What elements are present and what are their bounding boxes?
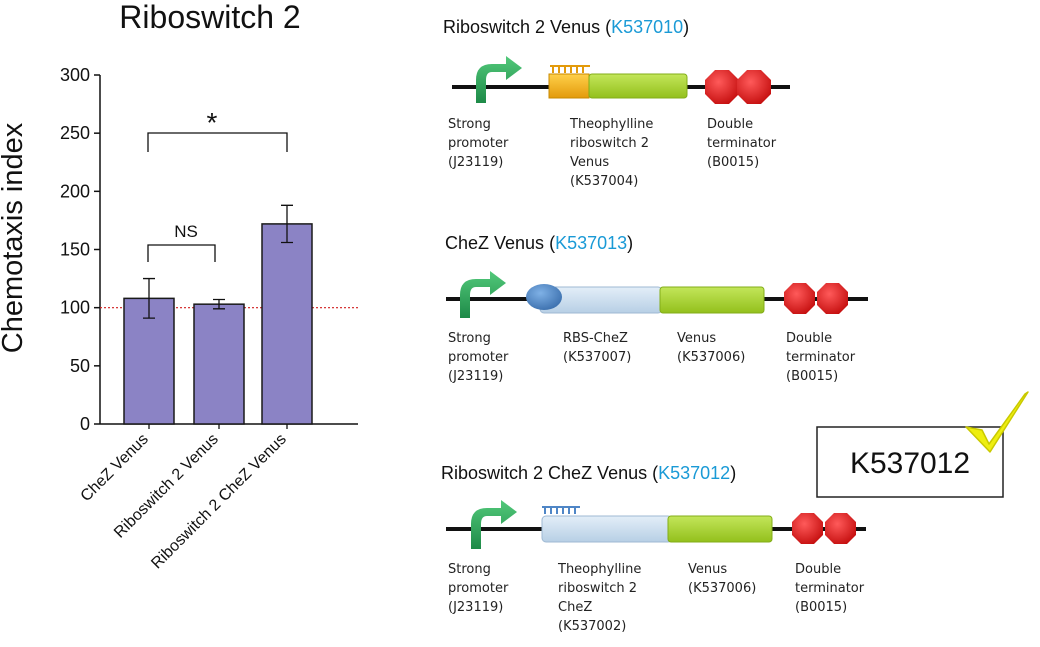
- venus-part: [659, 286, 765, 314]
- construct-riboswitch2-venus: Riboswitch 2 Venus (K537010) Strong prom…: [443, 17, 790, 189]
- riboswitch-comb-icon: [542, 506, 580, 514]
- part-label-promoter: Strong promoter (J23119): [448, 331, 512, 384]
- significance-star-label: *: [207, 107, 218, 138]
- y-tick-label: 50: [70, 356, 90, 376]
- callout-k537012: K537012: [816, 391, 1029, 498]
- promoter-arrow-icon: [460, 271, 506, 318]
- construct-chez-venus: CheZ Venus (K537013) Strong promoter (J2…: [445, 233, 868, 384]
- terminator-icon: [784, 283, 815, 314]
- part-label-venus: Venus (K537006): [688, 562, 756, 596]
- terminator-icon: [817, 283, 848, 314]
- y-tick-label: 150: [60, 240, 90, 260]
- promoter-arrow-icon: [476, 56, 522, 103]
- part-label-riboswitch-chez: Theophylline riboswitch 2 CheZ (K537002): [557, 562, 646, 634]
- part-label-terminator: Double terminator (B0015): [795, 562, 868, 615]
- callout-text: K537012: [850, 447, 970, 480]
- chez-part: [541, 515, 673, 543]
- part-label-venus: Venus (K537006): [677, 331, 745, 365]
- construct-title: Riboswitch 2 CheZ Venus (K537012): [441, 463, 736, 483]
- bar: [261, 223, 313, 425]
- chart-title: Riboswitch 2: [119, 0, 300, 35]
- venus-part: [588, 73, 688, 99]
- part-label-riboswitch-venus: Theophylline riboswitch 2 Venus (K537004…: [569, 117, 658, 189]
- part-label-terminator: Double terminator (B0015): [707, 117, 780, 170]
- callout-box: [816, 426, 1004, 498]
- riboswitch-part: [548, 73, 590, 99]
- y-axis-label: Chemotaxis index: [0, 122, 29, 353]
- bars: [123, 204, 313, 429]
- terminator-icon: [737, 70, 771, 104]
- significance-bracket-star: [147, 132, 288, 152]
- error-bar: [143, 277, 155, 319]
- y-tick-label: 250: [60, 123, 90, 143]
- x-tick-label: Riboswitch 2 CheZ Venus: [148, 431, 290, 573]
- significance-bracket-ns: [147, 244, 216, 262]
- error-bar: [213, 298, 225, 310]
- venus-part: [667, 515, 773, 543]
- significance-ns-label: NS: [174, 222, 198, 241]
- check-mark-icon: [965, 391, 1029, 453]
- terminator-icon: [792, 513, 823, 544]
- construct-title: Riboswitch 2 Venus (K537010): [443, 17, 689, 37]
- construct-riboswitch2-chez-venus: Riboswitch 2 CheZ Venus (K537012) Strong…: [441, 463, 868, 634]
- part-label-promoter: Strong promoter (J23119): [448, 562, 512, 615]
- y-tick-label: 0: [80, 414, 90, 434]
- y-tick-label: 200: [60, 181, 90, 201]
- part-label-promoter: Strong promoter (J23119): [448, 117, 512, 170]
- construct-title: CheZ Venus (K537013): [445, 233, 633, 253]
- y-tick-label: 300: [60, 65, 90, 85]
- bar: [193, 303, 245, 425]
- part-label-terminator: Double terminator (B0015): [786, 331, 859, 384]
- promoter-arrow-icon: [471, 500, 517, 549]
- terminator-icon: [705, 70, 739, 104]
- y-tick-label: 100: [60, 298, 90, 318]
- y-ticks: 0 50 100 150 200 250 300: [60, 65, 100, 434]
- error-bar: [281, 204, 293, 244]
- terminator-icon: [825, 513, 856, 544]
- riboswitch-comb-icon: [550, 65, 590, 73]
- x-tick-label: CheZ Venus: [78, 431, 152, 505]
- part-label-rbs-chez: RBS-CheZ (K537007): [563, 331, 632, 365]
- rbs-part: [526, 284, 562, 310]
- bar-chart: Riboswitch 2 Chemotaxis index 0 50 100 150 2…: [0, 0, 358, 572]
